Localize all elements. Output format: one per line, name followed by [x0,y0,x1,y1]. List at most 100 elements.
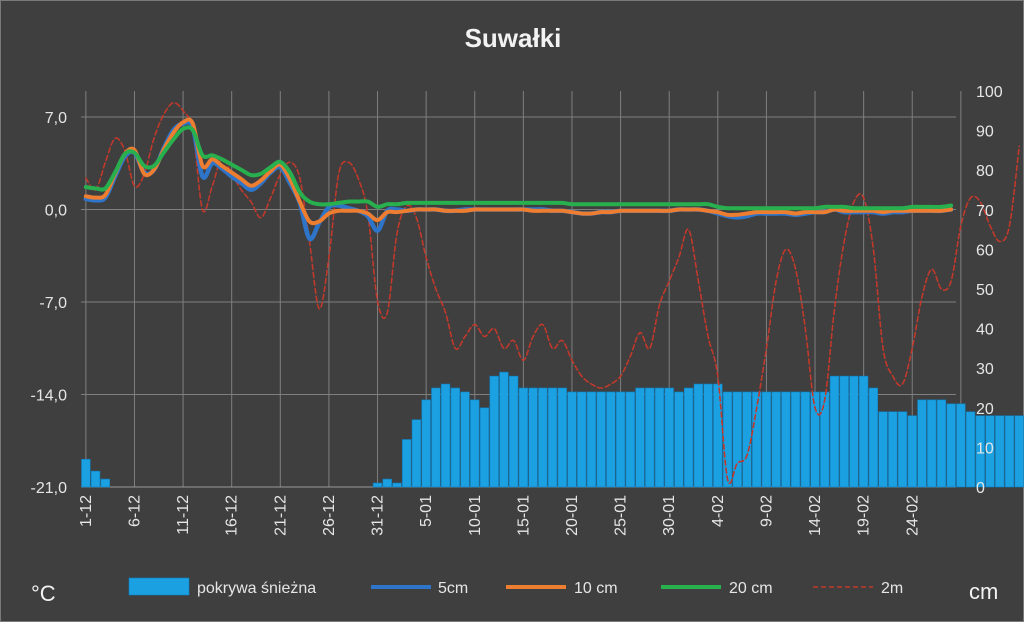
snow-bar [743,392,752,487]
y-axis-left: 7,0 0,0 -7,0 -14,0 -21,0 [31,110,68,497]
snow-bar [966,412,975,487]
y-left-tick-label: -7,0 [39,295,67,312]
y-left-tick-label: -21,0 [31,480,68,497]
snow-bar [548,388,557,487]
y-right-tick-label: 100 [976,84,1003,101]
snow-bar [412,420,421,487]
snow-bar [927,400,936,487]
x-tick-label: 20-01 [564,495,581,536]
x-tick-label: 30-01 [661,495,678,536]
snow-bar [937,400,946,487]
snow-bar [529,388,538,487]
snow-bar [577,392,586,487]
snow-bar [480,408,489,487]
x-tick-label: 31-12 [370,495,387,536]
legend-swatch-snow [129,578,189,595]
x-tick-label: 6-12 [126,495,143,527]
snow-bar [558,388,567,487]
x-tick-label: 26-12 [321,495,338,536]
snow-bar [500,372,509,487]
legend-label: 2m [881,580,903,597]
y-right-tick-label: 60 [976,242,994,259]
snow-bar [704,384,713,487]
snow-bar [597,392,606,487]
snow-bar [568,392,577,487]
snow-bar [626,392,635,487]
x-tick-label: 14-02 [807,495,824,536]
snow-bar [869,388,878,487]
snow-bar [908,416,917,487]
snow-bar [684,388,693,487]
y-right-tick-label: 80 [976,163,994,180]
x-tick-label: 4-02 [710,495,727,527]
y-right-tick-label: 30 [976,361,994,378]
snow-bar [645,388,654,487]
line-20cm [86,127,951,208]
snow-bar [859,376,868,487]
snow-bar [383,479,392,487]
x-tick-label: 24-02 [904,495,921,536]
snow-bar [607,392,616,487]
snow-bar [101,479,110,487]
y-right-tick-label: 40 [976,322,994,339]
snow-bar [947,404,956,487]
y-right-tick-label: 50 [976,282,994,299]
legend-label: 20 cm [729,580,773,597]
snow-bar [675,392,684,487]
legend-label: 10 cm [574,580,618,597]
snow-bar [801,392,810,487]
x-tick-label: 15-01 [515,495,532,536]
snow-bar [850,376,859,487]
snow-bar [451,388,460,487]
snow-bar [879,412,888,487]
legend-label: pokrywa śnieżna [197,580,316,597]
snow-bar [82,459,91,487]
snow-bar [616,392,625,487]
snow-bar [694,384,703,487]
snow-bar [432,388,441,487]
snow-bar [470,400,479,487]
y-left-tick-label: 7,0 [45,110,67,127]
y-right-tick-label: 20 [976,401,994,418]
legend: pokrywa śnieżna 5cm 10 cm 20 cm 2m [129,578,903,597]
snow-bar [461,392,470,487]
snow-bar [509,376,518,487]
line-5cm [86,122,951,239]
snow-bar [91,471,100,487]
x-tick-label: 21-12 [272,495,289,536]
snow-bar [888,412,897,487]
x-tick-label: 1-12 [78,495,95,527]
x-tick-label: 10-01 [467,495,484,536]
snow-bar [840,376,849,487]
snow-bar [898,412,907,487]
x-tick-label: 9-02 [758,495,775,527]
y-right-tick-label: 10 [976,440,994,457]
x-tick-label: 11-12 [175,495,192,535]
snow-bar [772,392,781,487]
snow-bar [782,392,791,487]
legend-label: 5cm [438,580,468,597]
snow-bar [422,400,431,487]
y-right-tick-label: 90 [976,124,994,141]
snow-bar [636,388,645,487]
snow-bar [393,483,402,487]
snow-bar [519,388,528,487]
y-left-tick-label: -14,0 [31,388,68,405]
snow-bar [1005,416,1014,487]
y-right-tick-label: 0 [976,480,985,497]
snow-bar [918,400,927,487]
x-tick-label: 19-02 [856,495,873,536]
snow-bar [811,392,820,487]
snow-bars [82,372,1024,487]
snow-bar [723,392,732,487]
y-left-unit: °C [31,581,56,606]
snow-bar [373,483,382,487]
snow-bar [402,439,411,487]
y-right-tick-label: 70 [976,203,994,220]
y-left-tick-label: 0,0 [45,203,67,220]
snow-bar [441,384,450,487]
chart-title: Suwałki [465,23,562,53]
